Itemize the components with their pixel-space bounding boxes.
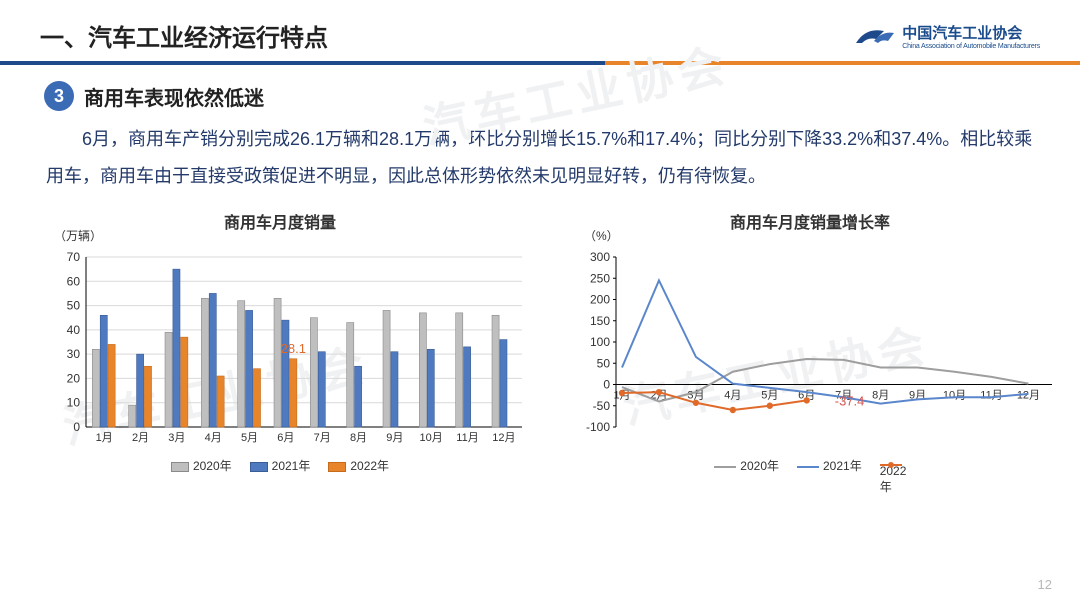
line-chart-svg: -100-500501001502002503001月2月3月4月5月6月7月8… — [560, 235, 1060, 455]
svg-text:5月: 5月 — [761, 389, 778, 401]
svg-text:6月: 6月 — [277, 432, 294, 444]
section-head: 3 商用车表现依然低迷 — [44, 81, 1036, 111]
svg-text:2月: 2月 — [132, 432, 149, 444]
logo: 中国汽车工业协会 China Association of Automobile… — [854, 22, 1040, 50]
svg-text:300: 300 — [590, 250, 610, 264]
bar-chart: 商用车月度销量 （万辆） 0 10 20 30 40 50 60 70 1月 2月 3月 4月 5月 6月… — [30, 209, 530, 474]
svg-text:0: 0 — [603, 377, 610, 391]
bar-chart-legend: 2020年2021年2022年 — [30, 457, 530, 474]
svg-text:200: 200 — [590, 292, 610, 306]
bar-chart-svg: 0 10 20 30 40 50 60 70 1月 2月 3月 4月 5月 6月 7月 8月 9月 10月 11月 1… — [30, 235, 530, 455]
svg-text:11月: 11月 — [456, 432, 478, 444]
logo-text: 中国汽车工业协会 — [902, 22, 1040, 43]
svg-text:8月: 8月 — [350, 432, 367, 444]
svg-text:10: 10 — [67, 395, 81, 409]
header: 一、汽车工业经济运行特点 中国汽车工业协会 China Association … — [0, 0, 1080, 53]
svg-text:-50: -50 — [593, 399, 611, 413]
svg-text:150: 150 — [590, 314, 610, 328]
line-chart-legend: 2020年2021年2022年 — [560, 457, 1060, 474]
svg-text:0: 0 — [73, 420, 80, 434]
bar-chart-y-unit: （万辆） — [54, 227, 102, 244]
svg-text:50: 50 — [597, 356, 611, 370]
svg-text:5月: 5月 — [241, 432, 258, 444]
svg-text:70: 70 — [67, 250, 81, 264]
logo-icon — [854, 25, 896, 47]
svg-text:30: 30 — [67, 347, 81, 361]
svg-text:20: 20 — [67, 371, 81, 385]
svg-text:60: 60 — [67, 274, 81, 288]
svg-text:40: 40 — [67, 323, 81, 337]
svg-text:250: 250 — [590, 271, 610, 285]
svg-text:50: 50 — [67, 298, 81, 312]
svg-text:7月: 7月 — [314, 432, 331, 444]
page-title: 一、汽车工业经济运行特点 — [40, 18, 328, 53]
page-number: 12 — [1038, 577, 1052, 592]
svg-text:4月: 4月 — [724, 389, 741, 401]
section: 3 商用车表现依然低迷 6月，商用车产销分别完成26.1万辆和28.1万辆，环比… — [0, 65, 1080, 195]
svg-text:1月: 1月 — [96, 432, 113, 444]
svg-text:-100: -100 — [586, 420, 610, 434]
section-title: 商用车表现依然低迷 — [84, 82, 264, 111]
svg-text:100: 100 — [590, 335, 610, 349]
line-chart: 商用车月度销量增长率 （%） -100 -50 0 50 100 150 200 250 300… — [560, 209, 1060, 474]
section-index-badge: 3 — [44, 81, 74, 111]
svg-text:11月: 11月 — [980, 389, 1002, 401]
line-chart-title: 商用车月度销量增长率 — [560, 209, 1060, 233]
bar-chart-title: 商用车月度销量 — [30, 209, 530, 233]
svg-text:9月: 9月 — [386, 432, 403, 444]
section-body: 6月，商用车产销分别完成26.1万辆和28.1万辆，环比分别增长15.7%和17… — [44, 121, 1036, 195]
line-chart-y-unit: （%） — [584, 227, 619, 244]
logo-subtext: China Association of Automobile Manufact… — [902, 43, 1040, 50]
svg-text:8月: 8月 — [872, 389, 889, 401]
svg-text:10月: 10月 — [420, 432, 443, 444]
svg-text:12月: 12月 — [492, 432, 515, 444]
charts-row: 商用车月度销量 （万辆） 0 10 20 30 40 50 60 70 1月 2月 3月 4月 5月 6月… — [0, 195, 1080, 474]
svg-text:28.1: 28.1 — [281, 341, 306, 356]
svg-text:4月: 4月 — [205, 432, 222, 444]
svg-text:-37.4: -37.4 — [835, 393, 865, 408]
svg-text:10月: 10月 — [943, 389, 966, 401]
svg-text:3月: 3月 — [168, 432, 185, 444]
